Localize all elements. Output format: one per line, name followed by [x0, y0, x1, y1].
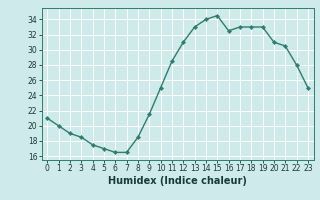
X-axis label: Humidex (Indice chaleur): Humidex (Indice chaleur) — [108, 176, 247, 186]
